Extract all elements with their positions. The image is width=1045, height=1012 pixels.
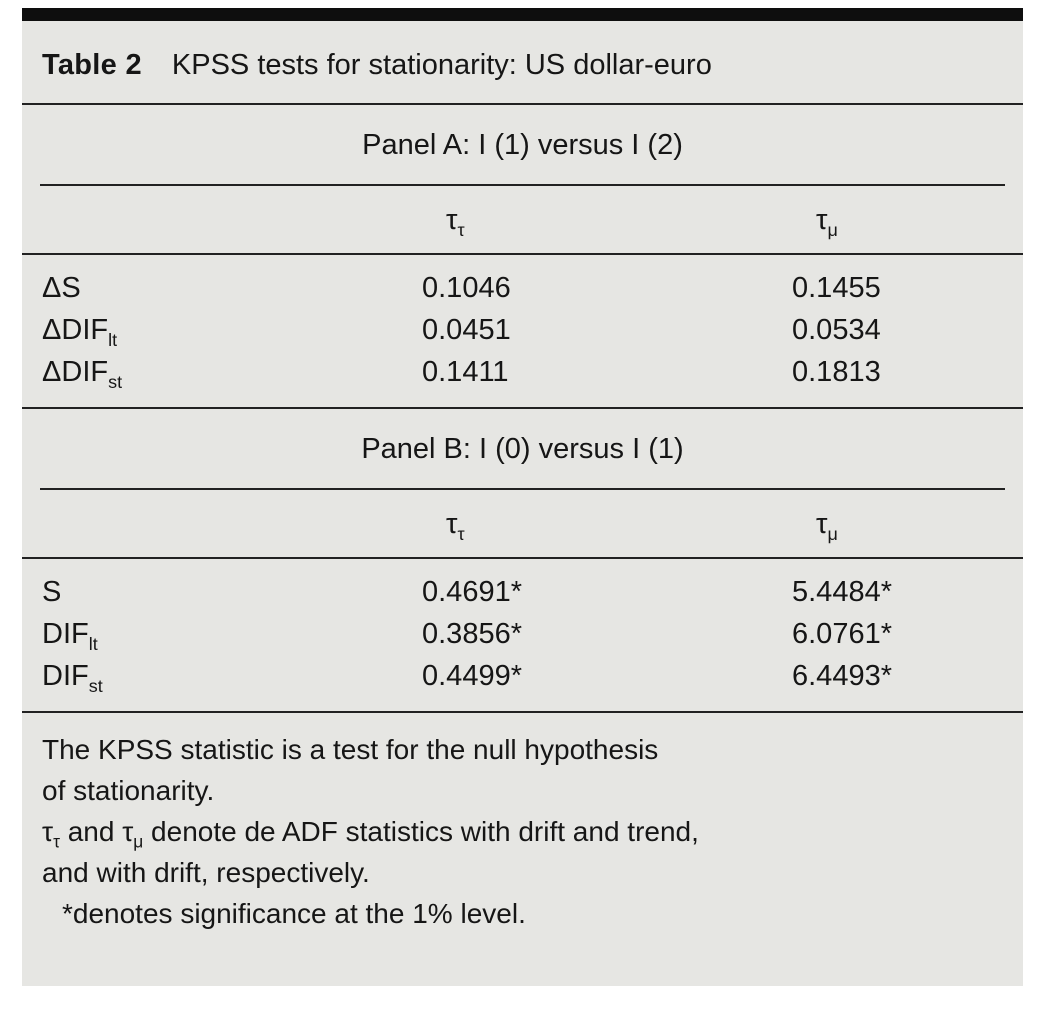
- row-label-subscript: st: [108, 371, 123, 392]
- value-cell: 0.0451: [422, 314, 511, 346]
- rule-above-panel-a-data: [22, 253, 1023, 255]
- panel-a-col-header-tau-tau: ττ: [422, 204, 792, 240]
- row-label: DIFlt: [42, 613, 422, 655]
- value-cell: 0.1813: [792, 356, 881, 388]
- row-label-subscript: st: [88, 675, 103, 696]
- rule-under-title: [22, 103, 1023, 105]
- tau-subscript: τ: [53, 831, 60, 852]
- note-line-2: of stationarity.: [42, 775, 215, 806]
- table-row: DIFst 0.4499* 6.4493*: [22, 655, 1023, 697]
- row-label: ΔDIFst: [42, 351, 422, 393]
- tau-symbol: τ: [816, 508, 828, 540]
- panel-a-header-spacer: [42, 204, 422, 237]
- row-label-text: DIF: [42, 618, 89, 650]
- panel-b-title: Panel B: I (0) versus I (1): [361, 433, 684, 465]
- rule-under-panel-a-title: [40, 184, 1005, 186]
- value-cell: 0.1411: [422, 356, 509, 388]
- tau-symbol: τ: [446, 204, 458, 236]
- value-cell: 6.0761*: [792, 618, 892, 650]
- table-row: ΔDIFlt 0.0451 0.0534: [22, 309, 1023, 351]
- value-cell: 5.4484*: [792, 576, 892, 608]
- row-label-text: ΔDIF: [42, 356, 109, 388]
- value-cell: 0.3856*: [422, 618, 522, 650]
- row-label-text: S: [42, 576, 62, 608]
- panel-b-col-header-tau-tau: ττ: [422, 508, 792, 544]
- rule-above-notes: [22, 711, 1023, 713]
- value-cell: 0.1455: [792, 272, 881, 304]
- tau-symbol: τ: [816, 204, 828, 236]
- table-row: S 0.4691* 5.4484*: [22, 571, 1023, 613]
- mu-subscript: μ: [133, 831, 144, 852]
- mu-subscript: μ: [827, 523, 838, 544]
- tau-symbol: τ: [42, 816, 54, 847]
- row-label: S: [42, 571, 422, 613]
- row-label-text: ΔS: [42, 272, 81, 304]
- panel-a-data: ΔS 0.1046 0.1455 ΔDIFlt 0.0451 0.0534 ΔD…: [22, 255, 1023, 407]
- row-label: ΔS: [42, 267, 422, 309]
- value-cell: 6.4493*: [792, 660, 892, 692]
- panel-a-title: Panel A: I (1) versus I (2): [362, 129, 683, 161]
- note-line-3: ττ and τμ denote de ADF statistics with …: [42, 811, 1003, 852]
- row-label: ΔDIFlt: [42, 309, 422, 351]
- tau-subscript: τ: [457, 523, 465, 544]
- table2-card: Table 2 KPSS tests for stationarity: US …: [22, 8, 1023, 986]
- panel-a-col-header-tau-mu: τμ: [792, 204, 1003, 240]
- rule-under-panel-b-title: [40, 488, 1005, 490]
- table-number: Table 2: [42, 49, 142, 81]
- value-cell: 0.4691*: [422, 576, 522, 608]
- note-line-4: and with drift, respectively.: [42, 857, 370, 888]
- panel-a-column-headers: ττ τμ: [22, 186, 1023, 253]
- row-label: DIFst: [42, 655, 422, 697]
- row-label-text: ΔDIF: [42, 314, 109, 346]
- note-text: and: [59, 816, 123, 847]
- tau-symbol: τ: [122, 816, 134, 847]
- panel-b-col-header-tau-mu: τμ: [792, 508, 1003, 544]
- note-text: denote de ADF statistics with drift and …: [143, 816, 699, 847]
- tau-subscript: τ: [457, 219, 465, 240]
- mu-subscript: μ: [827, 219, 838, 240]
- panel-b-header-spacer: [42, 508, 422, 541]
- rule-above-panel-b-data: [22, 557, 1023, 559]
- value-cell: 0.0534: [792, 314, 881, 346]
- value-cell: 0.1046: [422, 272, 511, 304]
- value-cell: 0.4499*: [422, 660, 522, 692]
- table-caption: KPSS tests for stationarity: US dollar-e…: [171, 49, 712, 81]
- tau-symbol: τ: [446, 508, 458, 540]
- row-label-subscript: lt: [88, 633, 98, 654]
- note-line-1: The KPSS statistic is a test for the nul…: [42, 734, 659, 765]
- row-label-text: DIF: [42, 660, 89, 692]
- table-row: ΔDIFst 0.1411 0.1813: [22, 351, 1023, 393]
- table-row: ΔS 0.1046 0.1455: [22, 267, 1023, 309]
- note-line-5: *denotes significance at the 1% level.: [62, 898, 526, 929]
- panel-b-column-headers: ττ τμ: [22, 490, 1023, 557]
- panel-b-data: S 0.4691* 5.4484* DIFlt 0.3856* 6.0761* …: [22, 559, 1023, 711]
- table-top-rule: [22, 8, 1023, 21]
- table-row: DIFlt 0.3856* 6.0761*: [22, 613, 1023, 655]
- table-notes: The KPSS statistic is a test for the nul…: [22, 713, 1023, 964]
- row-label-subscript: lt: [108, 329, 118, 350]
- table-title-row: Table 2 KPSS tests for stationarity: US …: [22, 21, 1023, 103]
- rule-below-panel-a-data: [22, 407, 1023, 409]
